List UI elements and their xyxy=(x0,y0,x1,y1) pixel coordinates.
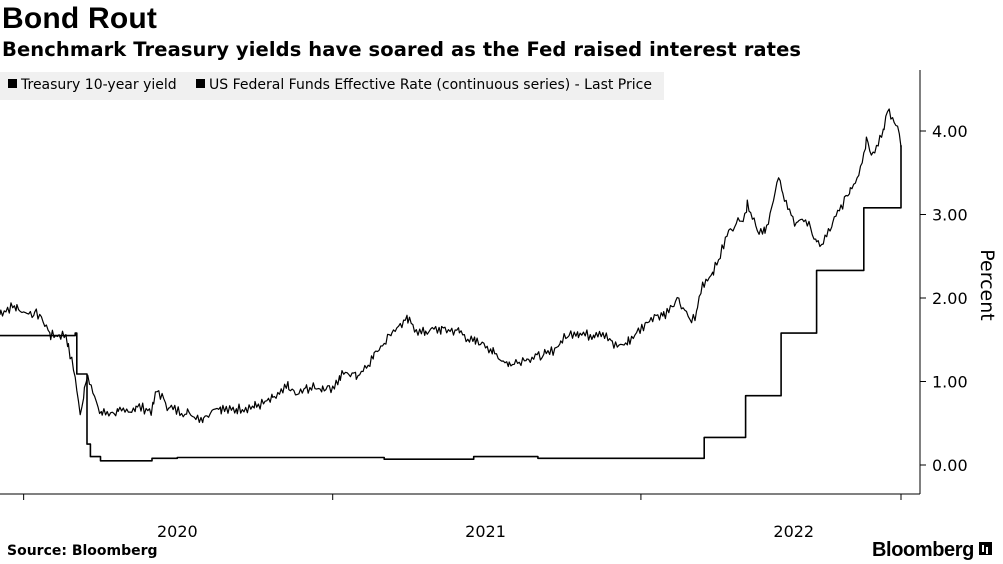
y-tick-label: 1.00 xyxy=(932,373,968,392)
brand-logo: Bloomberg xyxy=(872,539,992,562)
legend-swatch-fed-funds xyxy=(196,79,205,88)
legend-label-treasury: Treasury 10-year yield xyxy=(21,77,177,93)
y-tick-label: 2.00 xyxy=(932,289,968,308)
bloomberg-mark-icon xyxy=(978,542,992,555)
source-note: Source: Bloomberg xyxy=(7,543,158,559)
x-tick-label: 2022 xyxy=(773,522,814,541)
brand-wordmark: Bloomberg xyxy=(872,539,974,561)
y-axis-label: Percent xyxy=(976,249,998,321)
legend: Treasury 10-year yield US Federal Funds … xyxy=(0,72,664,100)
y-tick-label: 0.00 xyxy=(932,456,968,475)
y-tick-label: 3.00 xyxy=(932,206,968,225)
series-line-fed-funds xyxy=(0,145,902,462)
x-tick-label: 2021 xyxy=(465,522,506,541)
x-tick-label: 2020 xyxy=(157,522,198,541)
chart-subtitle: Benchmark Treasury yields have soared as… xyxy=(2,38,802,61)
legend-item-treasury: Treasury 10-year yield xyxy=(8,77,177,93)
legend-label-fed-funds: US Federal Funds Effective Rate (continu… xyxy=(209,77,652,93)
legend-item-fed-funds: US Federal Funds Effective Rate (continu… xyxy=(196,77,652,93)
series-line-treasury xyxy=(0,108,902,424)
legend-swatch-treasury xyxy=(8,79,17,88)
chart-title: Bond Rout xyxy=(2,2,158,35)
y-tick-label: 4.00 xyxy=(932,122,968,141)
